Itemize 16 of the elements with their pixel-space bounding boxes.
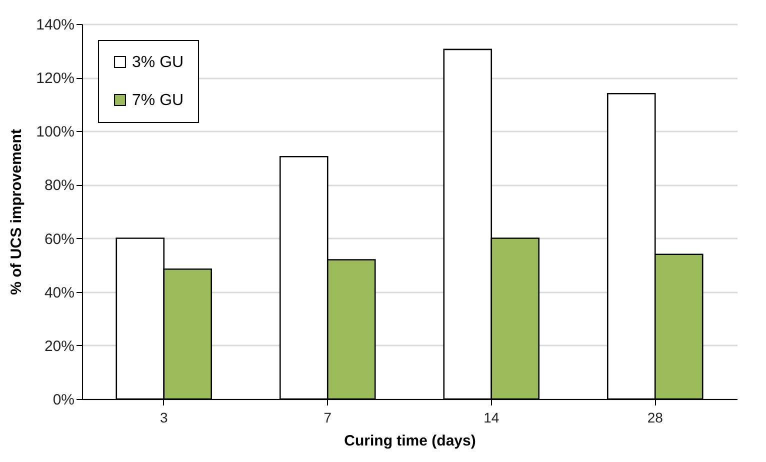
y-tick-label: 120% <box>36 70 74 88</box>
x-tick-label: 7 <box>324 410 332 426</box>
x-tick-label: 28 <box>647 410 664 426</box>
x-tick-label: 14 <box>484 410 500 426</box>
x-axis-title: Curing time (days) <box>344 432 476 450</box>
y-tick-label: 80% <box>44 177 74 194</box>
y-tick-label: 140% <box>36 16 74 34</box>
y-axis-title: % of UCS improvement <box>8 129 26 295</box>
legend-label: 3% GU <box>132 54 184 71</box>
y-tick-label: 40% <box>44 284 74 302</box>
legend-label: 7% GU <box>132 92 184 109</box>
y-tick-label: 60% <box>44 230 74 248</box>
y-tick-label: 100% <box>36 124 74 141</box>
x-tick-label: 3 <box>160 410 168 426</box>
y-tick-label: 20% <box>44 338 74 355</box>
y-tick-label: 0% <box>52 392 74 408</box>
